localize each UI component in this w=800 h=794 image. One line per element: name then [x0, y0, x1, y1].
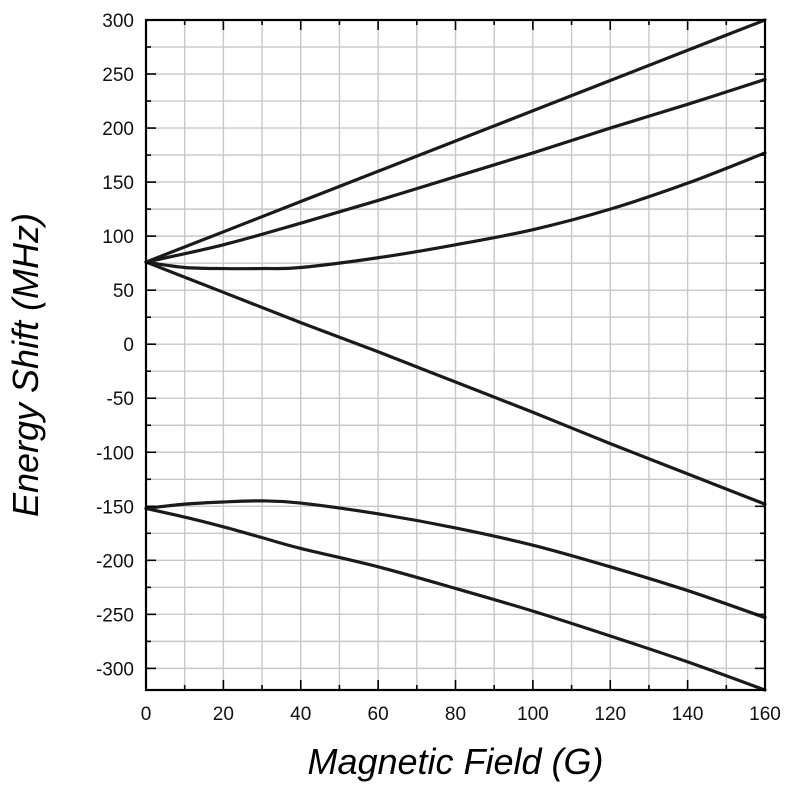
y-tick-label: -50 [107, 389, 134, 410]
series-group [144, 18, 767, 692]
series-line-6 [144, 506, 767, 692]
y-tick-label: 200 [102, 119, 134, 140]
y-tick-label: -100 [96, 443, 134, 464]
x-tick-label: 60 [368, 704, 389, 725]
y-tick-label: -150 [96, 497, 134, 518]
x-tick-label: 140 [672, 704, 704, 725]
y-tick-label: -300 [96, 659, 134, 680]
x-tick-label: 120 [594, 704, 626, 725]
series-line-5 [144, 499, 767, 620]
series-line-4 [144, 260, 767, 506]
y-tick-label: 250 [102, 65, 134, 86]
y-tick-label: 0 [123, 335, 134, 356]
x-tick-label: 0 [141, 704, 152, 725]
axis-ticks [145, 19, 766, 690]
y-tick-label: 300 [102, 11, 134, 32]
y-tick-label: 50 [113, 281, 134, 302]
x-axis-title: Magnetic Field (G) [307, 741, 603, 782]
x-tick-label: 40 [290, 704, 311, 725]
series-line-2 [144, 77, 767, 264]
y-tick-label: 150 [102, 173, 134, 194]
y-tick-label: -250 [96, 605, 134, 626]
x-tick-label: 80 [445, 704, 466, 725]
y-tick-label: -200 [96, 551, 134, 572]
y-tick-labels: 300 250 200 150 100 50 0 -50 -100 -150 -200 -250 -30… [96, 11, 134, 680]
x-tick-label: 20 [213, 704, 234, 725]
series-line-3 [144, 151, 767, 271]
y-tick-label: 100 [102, 227, 134, 248]
y-axis-title: Energy Shift (MHz) [5, 213, 46, 517]
x-tick-labels: 0 20 40 60 80 100 120 140 160 [141, 704, 781, 725]
x-tick-label: 160 [749, 704, 781, 725]
series-line-1 [144, 18, 767, 264]
x-tick-label: 100 [517, 704, 549, 725]
